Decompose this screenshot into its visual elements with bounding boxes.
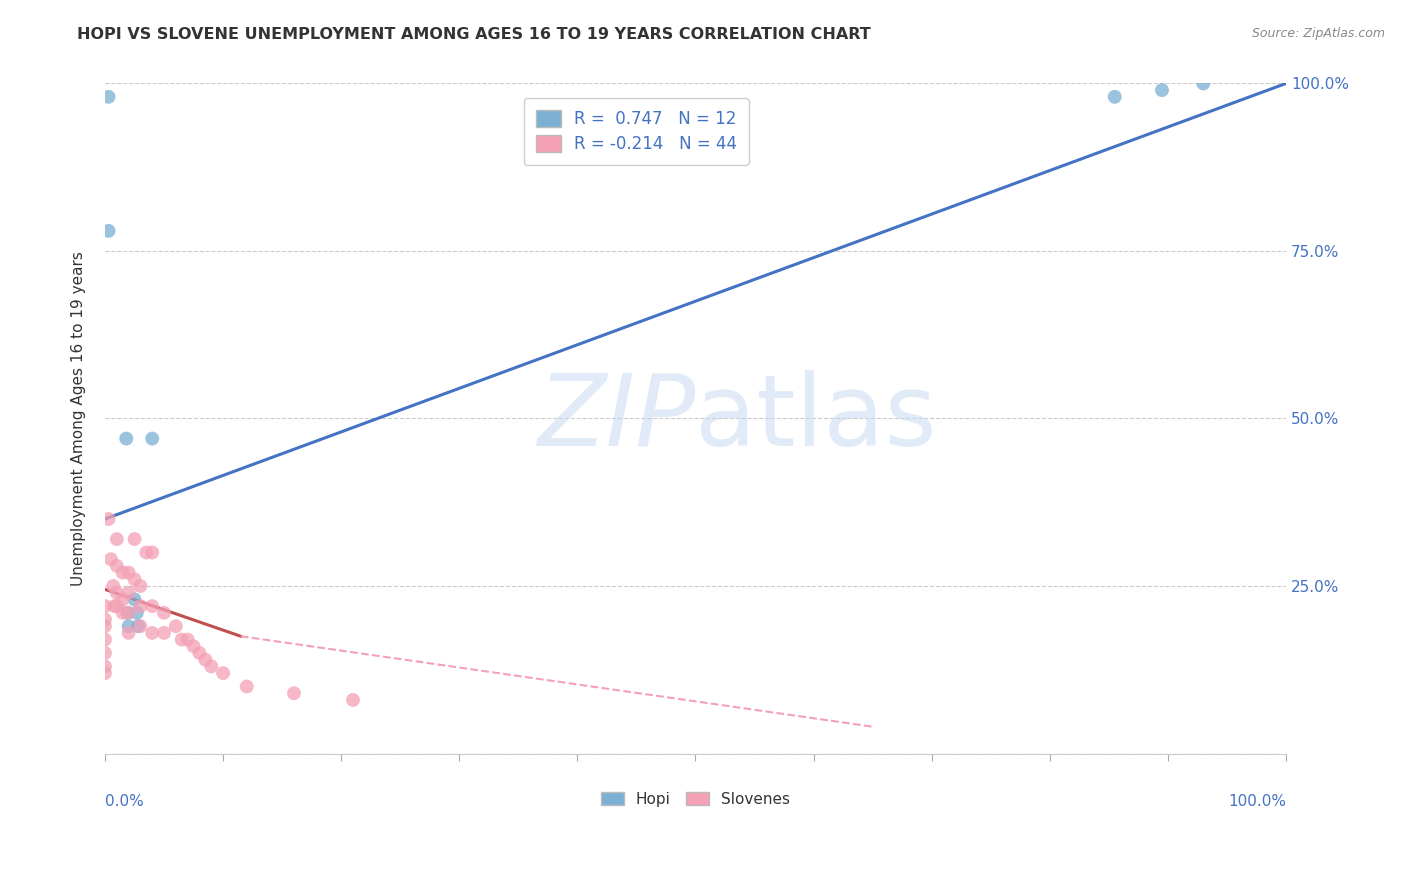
Point (103, 579, 125, 593)
Point (200, 659, 222, 673)
Point (188, 646, 211, 660)
Point (283, 686, 305, 700)
Point (212, 666, 235, 681)
Point (135, 545, 157, 559)
Point (127, 619, 149, 633)
Point (194, 653, 217, 667)
Point (117, 585, 139, 599)
Point (97, 512, 120, 526)
Point (105, 532, 128, 546)
Point (94, 666, 117, 681)
Point (153, 626, 176, 640)
Point (94, 632, 117, 647)
Point (165, 619, 187, 633)
Point (117, 566, 139, 580)
Point (94, 613, 117, 627)
Point (129, 599, 152, 613)
Point (129, 579, 152, 593)
Point (129, 619, 152, 633)
Point (235, 680, 257, 694)
Point (124, 532, 146, 546)
Point (125, 606, 148, 620)
Text: ZIP: ZIP (537, 370, 696, 467)
Point (105, 558, 128, 573)
Point (105, 599, 128, 613)
Point (141, 432, 163, 446)
Point (1104, 90, 1126, 104)
Point (183, 640, 205, 654)
Y-axis label: Unemployment Among Ages 16 to 19 years: Unemployment Among Ages 16 to 19 years (72, 251, 86, 586)
Point (1192, 77, 1215, 91)
Point (1150, 83, 1173, 97)
Point (170, 632, 193, 647)
Legend: Hopi, Slovenes: Hopi, Slovenes (595, 786, 796, 813)
Point (176, 632, 198, 647)
Point (94, 599, 117, 613)
Text: Source: ZipAtlas.com: Source: ZipAtlas.com (1251, 27, 1385, 40)
Text: HOPI VS SLOVENE UNEMPLOYMENT AMONG AGES 16 TO 19 YEARS CORRELATION CHART: HOPI VS SLOVENE UNEMPLOYMENT AMONG AGES … (77, 27, 872, 42)
Point (141, 599, 163, 613)
Point (342, 693, 364, 707)
Point (100, 552, 122, 566)
Point (111, 592, 134, 607)
Point (105, 585, 128, 599)
Text: 0.0%: 0.0% (105, 794, 143, 809)
Point (124, 572, 146, 586)
Point (111, 606, 134, 620)
Point (141, 545, 163, 559)
Point (141, 626, 163, 640)
Point (97, 90, 120, 104)
Point (124, 592, 146, 607)
Point (111, 566, 134, 580)
Point (94, 619, 117, 633)
Point (117, 619, 139, 633)
Point (103, 599, 125, 613)
Point (97, 224, 120, 238)
Text: 100.0%: 100.0% (1227, 794, 1286, 809)
Point (153, 606, 176, 620)
Point (115, 432, 138, 446)
Point (94, 646, 117, 660)
Text: atlas: atlas (696, 370, 938, 467)
Point (94, 659, 117, 673)
Point (117, 626, 139, 640)
Point (117, 606, 139, 620)
Point (117, 606, 139, 620)
